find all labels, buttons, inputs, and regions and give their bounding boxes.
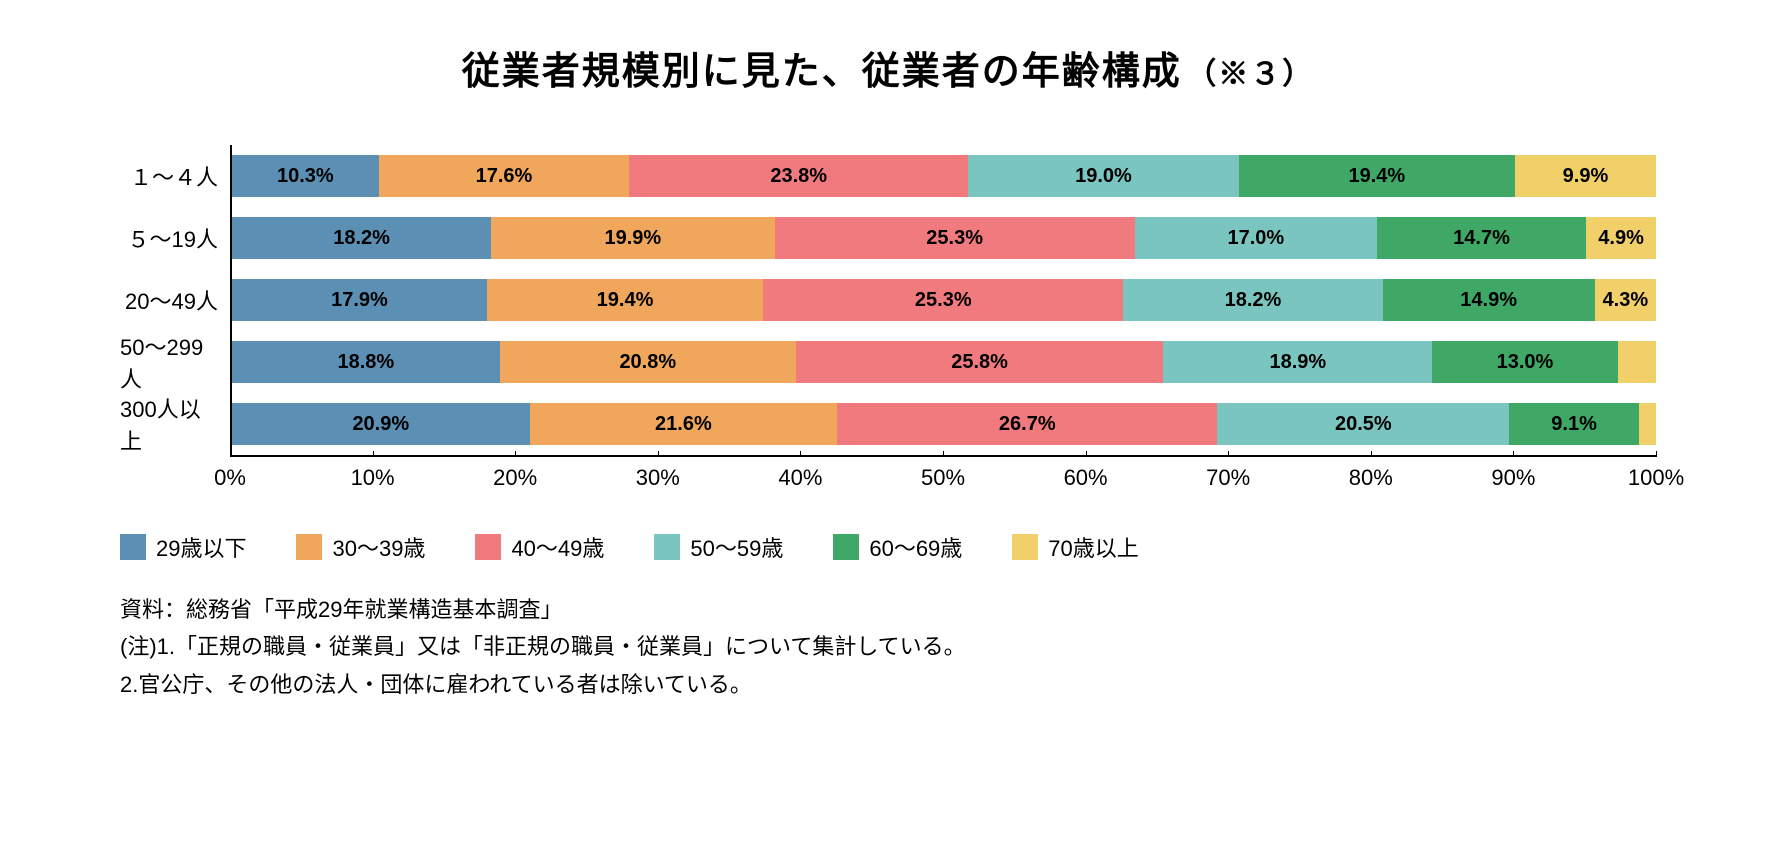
x-tick-mark xyxy=(373,451,374,457)
bar-segment: 10.3% xyxy=(232,155,379,197)
x-tick-label: 100% xyxy=(1628,465,1684,491)
bar-segment: 19.0% xyxy=(968,155,1239,197)
chart-title: 従業者規模別に見た、従業者の年齢構成 （※３） xyxy=(120,40,1656,95)
source-notes: 資料：総務省「平成29年就業構造基本調査」(注)1.「正規の職員・従業員」又は「… xyxy=(120,591,1656,703)
bar-segment: 18.9% xyxy=(1163,341,1432,383)
bar-segment: 23.8% xyxy=(629,155,968,197)
bar-segment: 18.8% xyxy=(232,341,500,383)
legend-swatch xyxy=(1012,534,1038,560)
bar-row: 18.2%19.9%25.3%17.0%14.7%4.9% xyxy=(232,207,1656,269)
legend-item: 40〜49歳 xyxy=(475,531,604,563)
x-tick-label: 40% xyxy=(778,465,822,491)
bar-row: 20.9%21.6%26.7%20.5%9.1% xyxy=(232,393,1656,455)
y-axis-label: １〜４人 xyxy=(120,145,230,207)
x-tick-mark xyxy=(800,451,801,457)
stacked-bar: 18.8%20.8%25.8%18.9%13.0% xyxy=(232,341,1656,383)
x-tick-mark xyxy=(1228,451,1229,457)
bar-segment: 20.5% xyxy=(1217,403,1509,445)
x-tick-label: 50% xyxy=(921,465,965,491)
y-axis-labels: １〜４人５〜19人20〜49人50〜299人300人以上 xyxy=(120,145,230,501)
stacked-bar: 17.9%19.4%25.3%18.2%14.9%4.3% xyxy=(232,279,1656,321)
bar-segment: 18.2% xyxy=(232,217,491,259)
x-tick-label: 20% xyxy=(493,465,537,491)
plot-area: 10.3%17.6%23.8%19.0%19.4%9.9%18.2%19.9%2… xyxy=(230,145,1656,457)
legend-swatch xyxy=(654,534,680,560)
legend-item: 70歳以上 xyxy=(1012,531,1138,563)
x-tick-label: 30% xyxy=(636,465,680,491)
bar-segment: 4.3% xyxy=(1595,279,1656,321)
chart-title-sub: （※３） xyxy=(1186,58,1314,91)
x-tick-mark xyxy=(1513,451,1514,457)
bar-segment: 14.9% xyxy=(1383,279,1595,321)
chart-title-main: 従業者規模別に見た、従業者の年齢構成 xyxy=(462,51,1182,93)
y-axis-label: ５〜19人 xyxy=(120,207,230,269)
bar-segment: 18.2% xyxy=(1123,279,1382,321)
x-tick-mark xyxy=(943,451,944,457)
bar-segment: 19.9% xyxy=(491,217,774,259)
legend-item: 50〜59歳 xyxy=(654,531,783,563)
legend: 29歳以下 30〜39歳 40〜49歳 50〜59歳 60〜69歳 70歳以上 xyxy=(120,531,1656,563)
legend-label: 30〜39歳 xyxy=(332,531,425,563)
bar-segment: 14.7% xyxy=(1377,217,1586,259)
bar-segment: 13.0% xyxy=(1432,341,1617,383)
legend-label: 40〜49歳 xyxy=(511,531,604,563)
x-tick-label: 90% xyxy=(1491,465,1535,491)
legend-item: 30〜39歳 xyxy=(296,531,425,563)
note-line: 資料：総務省「平成29年就業構造基本調査」 xyxy=(120,591,1656,628)
legend-swatch xyxy=(833,534,859,560)
chart-container: 従業者規模別に見た、従業者の年齢構成 （※３） １〜４人５〜19人20〜49人5… xyxy=(0,0,1776,842)
bar-segment: 17.9% xyxy=(232,279,487,321)
bar-segment: 25.3% xyxy=(763,279,1123,321)
x-tick-label: 80% xyxy=(1349,465,1393,491)
bar-segment: 17.0% xyxy=(1135,217,1377,259)
x-tick-mark xyxy=(658,451,659,457)
bar-segment: 26.7% xyxy=(837,403,1217,445)
bar-segment: 20.8% xyxy=(500,341,796,383)
x-tick-mark xyxy=(1656,451,1657,457)
y-axis-label: 50〜299人 xyxy=(120,331,230,393)
y-axis-label: 300人以上 xyxy=(120,393,230,455)
bar-segment: 19.4% xyxy=(1239,155,1515,197)
bar-row: 10.3%17.6%23.8%19.0%19.4%9.9% xyxy=(232,145,1656,207)
legend-item: 60〜69歳 xyxy=(833,531,962,563)
bar-segment: 25.3% xyxy=(775,217,1135,259)
legend-swatch xyxy=(475,534,501,560)
y-axis-label: 20〜49人 xyxy=(120,269,230,331)
bar-row: 18.8%20.8%25.8%18.9%13.0% xyxy=(232,331,1656,393)
bar-segment xyxy=(1639,403,1656,445)
legend-label: 70歳以上 xyxy=(1048,531,1138,563)
bar-segment: 19.4% xyxy=(487,279,763,321)
legend-label: 29歳以下 xyxy=(156,531,246,563)
bar-segment: 20.9% xyxy=(232,403,530,445)
legend-label: 60〜69歳 xyxy=(869,531,962,563)
stacked-bar: 10.3%17.6%23.8%19.0%19.4%9.9% xyxy=(232,155,1656,197)
legend-swatch xyxy=(120,534,146,560)
x-tick-mark xyxy=(230,451,231,457)
x-tick-label: 60% xyxy=(1064,465,1108,491)
x-tick-label: 0% xyxy=(214,465,246,491)
bar-segment: 25.8% xyxy=(796,341,1163,383)
legend-swatch xyxy=(296,534,322,560)
chart-block: １〜４人５〜19人20〜49人50〜299人300人以上 10.3%17.6%2… xyxy=(120,145,1656,501)
bar-segment: 9.9% xyxy=(1515,155,1656,197)
stacked-bar: 18.2%19.9%25.3%17.0%14.7%4.9% xyxy=(232,217,1656,259)
note-line: (注)1.「正規の職員・従業員」又は「非正規の職員・従業員」について集計している… xyxy=(120,628,1656,665)
bar-segment: 21.6% xyxy=(530,403,838,445)
x-tick-label: 10% xyxy=(351,465,395,491)
x-tick-mark xyxy=(1371,451,1372,457)
legend-item: 29歳以下 xyxy=(120,531,246,563)
bars: 10.3%17.6%23.8%19.0%19.4%9.9%18.2%19.9%2… xyxy=(232,145,1656,455)
note-line: 2.官公庁、その他の法人・団体に雇われている者は除いている。 xyxy=(120,666,1656,703)
stacked-bar: 20.9%21.6%26.7%20.5%9.1% xyxy=(232,403,1656,445)
x-axis: 0%10%20%30%40%50%60%70%80%90%100% xyxy=(230,457,1656,501)
legend-label: 50〜59歳 xyxy=(690,531,783,563)
bar-row: 17.9%19.4%25.3%18.2%14.9%4.3% xyxy=(232,269,1656,331)
bar-segment: 9.1% xyxy=(1509,403,1639,445)
x-tick-mark xyxy=(515,451,516,457)
bar-segment: 4.9% xyxy=(1586,217,1656,259)
bar-segment xyxy=(1618,341,1656,383)
bar-segment: 17.6% xyxy=(379,155,630,197)
x-tick-mark xyxy=(1086,451,1087,457)
x-tick-label: 70% xyxy=(1206,465,1250,491)
